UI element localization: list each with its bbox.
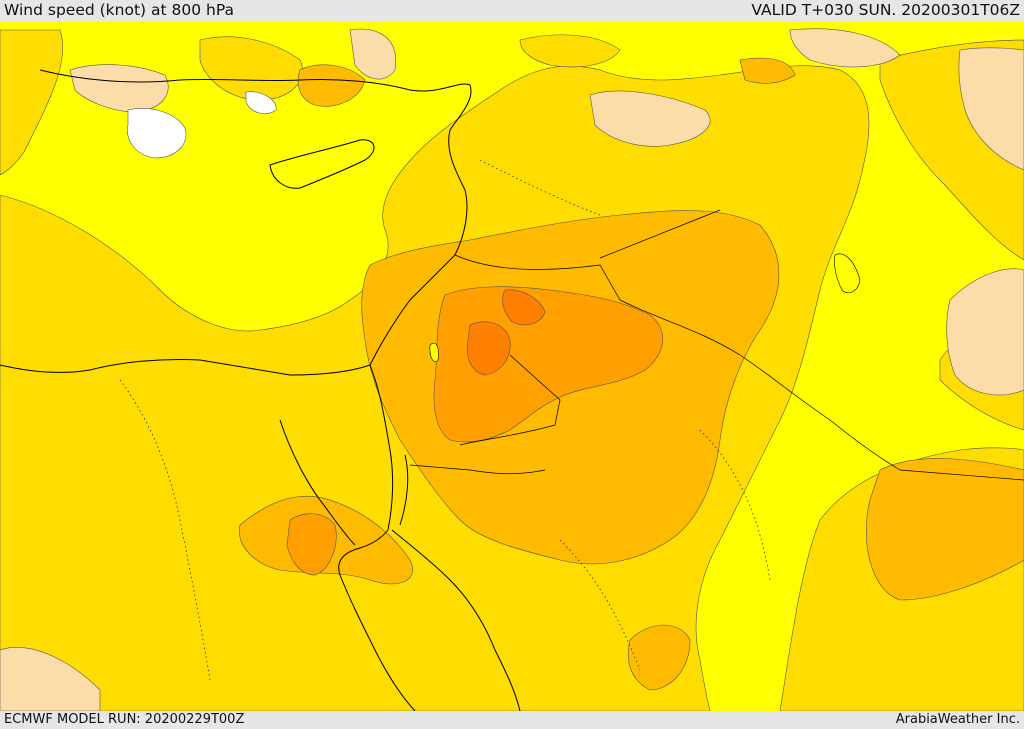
band-deep-orange	[466, 289, 546, 376]
band-white-small	[245, 91, 277, 114]
coastlines	[0, 69, 521, 711]
map-title: Wind speed (knot) at 800 hPa	[4, 1, 235, 19]
lakes	[429, 253, 861, 362]
borders	[409, 209, 1024, 481]
model-run: ECMWF MODEL RUN: 20200229T00Z	[4, 712, 245, 727]
header-bar: Wind speed (knot) at 800 hPa VALID T+030…	[0, 0, 1024, 21]
footer-bar: ECMWF MODEL RUN: 20200229T00Z ArabiaWeat…	[0, 711, 1024, 729]
valid-time: VALID T+030 SUN. 20200301T06Z	[751, 1, 1020, 19]
internal-boundaries	[119, 159, 771, 681]
band-white	[127, 108, 187, 159]
credit: ArabiaWeather Inc.	[895, 712, 1020, 727]
band-peach	[0, 28, 1024, 711]
wind-speed-map	[0, 21, 1024, 711]
